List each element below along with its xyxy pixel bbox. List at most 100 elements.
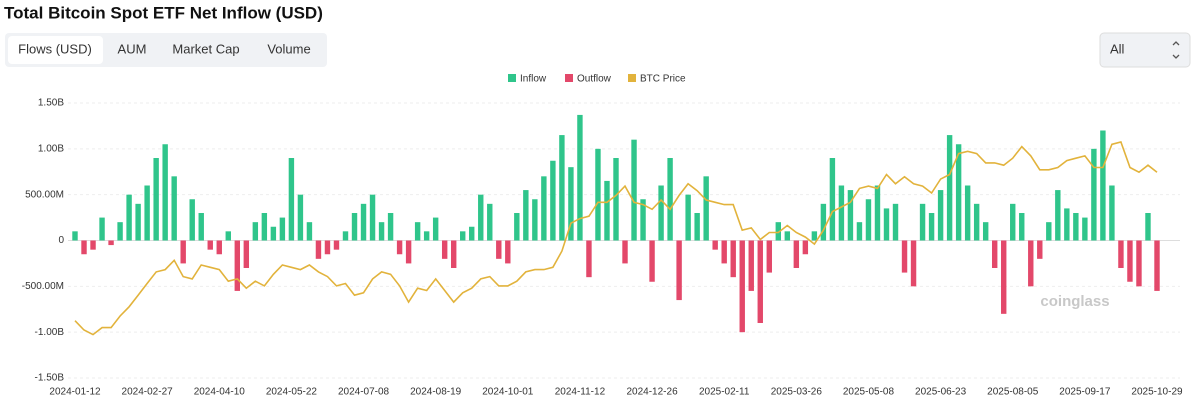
- bar: [604, 180, 610, 241]
- y-tick-label: -1.50B: [35, 373, 65, 384]
- bar: [973, 203, 980, 241]
- bar: [162, 144, 168, 241]
- bar: [802, 240, 809, 255]
- chart-title: Total Bitcoin Spot ETF Net Inflow (USD): [4, 3, 323, 22]
- legend: Inflow Outflow BTC Price: [508, 74, 686, 85]
- bar: [171, 176, 177, 241]
- legend-swatch: [628, 74, 636, 82]
- bar: [856, 222, 863, 241]
- bar: [387, 213, 394, 241]
- bar: [532, 199, 538, 241]
- bar: [766, 240, 772, 273]
- bar: [189, 199, 195, 241]
- tab[interactable]: Flows (USD): [18, 41, 92, 56]
- bar: [784, 231, 791, 241]
- bar: [1109, 185, 1115, 241]
- bar: [568, 167, 574, 241]
- bar: [694, 213, 700, 241]
- bar: [234, 240, 241, 291]
- bar: [1028, 240, 1034, 287]
- bar: [108, 240, 114, 246]
- x-tick-label: 2024-04-10: [194, 387, 246, 398]
- bar: [90, 240, 96, 250]
- y-tick-label: 0: [58, 235, 64, 246]
- bar: [964, 185, 971, 241]
- bar: [180, 240, 186, 264]
- bar: [432, 217, 439, 241]
- bar: [982, 222, 989, 241]
- bar: [315, 240, 322, 259]
- bar: [1118, 240, 1124, 268]
- y-tick-label: 1.50B: [38, 98, 64, 109]
- bar: [883, 208, 890, 241]
- bar: [739, 240, 745, 333]
- x-tick-label: 2025-10-29: [1131, 387, 1183, 398]
- bar: [820, 203, 827, 241]
- bar: [1019, 213, 1025, 241]
- bar: [351, 213, 358, 241]
- bar: [478, 194, 484, 241]
- bar: [910, 240, 917, 287]
- x-tick-label: 2024-10-01: [482, 387, 534, 398]
- bar: [324, 240, 331, 255]
- bar: [847, 190, 854, 241]
- bar: [1046, 222, 1052, 241]
- bar: [441, 240, 448, 259]
- tab[interactable]: Market Cap: [172, 41, 239, 56]
- x-tick-label: 2025-08-05: [987, 387, 1039, 398]
- bar: [225, 231, 231, 241]
- bar: [333, 240, 340, 250]
- bar: [1064, 208, 1070, 241]
- bar: [514, 213, 520, 241]
- bar: [658, 185, 664, 241]
- x-tick-label: 2024-11-12: [555, 387, 606, 398]
- bar: [270, 226, 277, 241]
- tab[interactable]: AUM: [118, 41, 147, 56]
- bar: [829, 158, 836, 241]
- bar: [685, 194, 691, 241]
- bar: [586, 240, 592, 278]
- bar: [721, 240, 727, 264]
- watermark: coinglass: [1040, 293, 1109, 310]
- x-tick-label: 2024-05-22: [266, 387, 318, 398]
- legend-label: Outflow: [577, 74, 612, 85]
- range-select-label[interactable]: All: [1110, 41, 1125, 56]
- bar: [676, 240, 682, 301]
- bar: [748, 240, 754, 291]
- bar: [793, 240, 800, 268]
- bar: [126, 194, 132, 241]
- bar: [640, 199, 646, 241]
- bar: [1100, 130, 1106, 241]
- bar: [342, 231, 349, 241]
- bar: [1073, 213, 1079, 241]
- bar: [892, 203, 899, 241]
- bar: [306, 222, 313, 241]
- bar: [505, 240, 511, 264]
- bar: [775, 222, 782, 241]
- bar: [757, 240, 763, 323]
- y-tick-label: 1.00B: [38, 143, 64, 154]
- bar: [496, 240, 502, 259]
- bar: [991, 240, 998, 268]
- bar: [288, 158, 295, 241]
- bar: [135, 203, 141, 241]
- tab[interactable]: Volume: [267, 41, 310, 56]
- bar: [901, 240, 908, 273]
- bar: [207, 240, 213, 250]
- bar: [369, 194, 376, 241]
- bar: [937, 190, 944, 241]
- bar: [405, 240, 412, 264]
- bar: [631, 139, 637, 241]
- bar: [955, 144, 962, 241]
- bar: [649, 240, 655, 282]
- bar: [550, 160, 556, 241]
- range-select[interactable]: [1099, 32, 1191, 68]
- bar: [1127, 240, 1133, 282]
- bar: [541, 176, 547, 241]
- select-arrows: [1172, 41, 1180, 59]
- bar: [1010, 203, 1016, 241]
- bar: [838, 185, 845, 241]
- bar: [928, 213, 935, 241]
- bar: [874, 185, 881, 241]
- bar: [1145, 213, 1151, 241]
